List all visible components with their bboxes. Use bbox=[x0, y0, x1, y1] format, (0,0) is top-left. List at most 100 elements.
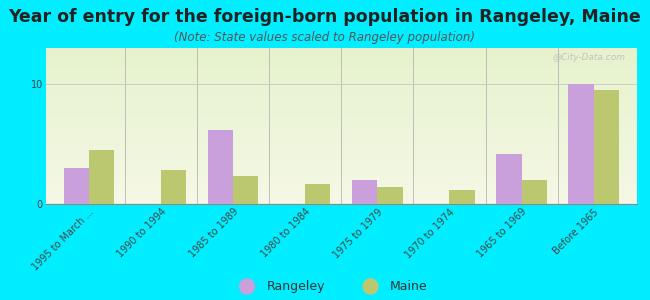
Bar bbox=[46, 57, 637, 59]
Bar bbox=[46, 81, 637, 82]
Bar bbox=[46, 120, 637, 121]
Bar bbox=[46, 128, 637, 129]
Bar bbox=[46, 96, 637, 98]
Bar bbox=[46, 142, 637, 143]
Bar bbox=[46, 131, 637, 132]
Bar bbox=[377, 187, 402, 204]
Bar bbox=[46, 113, 637, 115]
Bar bbox=[89, 150, 114, 204]
Bar bbox=[46, 165, 637, 166]
Bar bbox=[46, 171, 637, 173]
Bar bbox=[46, 62, 637, 64]
Bar bbox=[46, 199, 637, 201]
Bar bbox=[46, 196, 637, 198]
Bar bbox=[46, 78, 637, 79]
Bar bbox=[46, 68, 637, 70]
Bar bbox=[46, 101, 637, 103]
Bar bbox=[46, 85, 637, 87]
Bar bbox=[46, 162, 637, 164]
Bar bbox=[46, 100, 637, 101]
Bar bbox=[46, 190, 637, 191]
Bar bbox=[46, 143, 637, 145]
Bar bbox=[46, 126, 637, 128]
Bar bbox=[306, 184, 330, 204]
Bar bbox=[46, 110, 637, 112]
Bar bbox=[46, 149, 637, 151]
Bar bbox=[46, 174, 637, 176]
Bar bbox=[46, 173, 637, 174]
Bar bbox=[46, 157, 637, 159]
Bar bbox=[64, 168, 89, 204]
Bar bbox=[46, 156, 637, 157]
Bar bbox=[46, 56, 637, 57]
Bar bbox=[46, 193, 637, 195]
Bar bbox=[46, 160, 637, 162]
Bar bbox=[46, 121, 637, 123]
Bar bbox=[46, 137, 637, 139]
Bar bbox=[46, 154, 637, 156]
Bar bbox=[46, 170, 637, 171]
Bar bbox=[46, 167, 637, 168]
Bar bbox=[46, 115, 637, 117]
Bar bbox=[46, 50, 637, 51]
Bar bbox=[46, 74, 637, 76]
Bar bbox=[46, 71, 637, 73]
Bar bbox=[46, 124, 637, 126]
Bar bbox=[46, 87, 637, 88]
Bar bbox=[46, 92, 637, 93]
Bar bbox=[46, 59, 637, 61]
Text: Year of entry for the foreign-born population in Rangeley, Maine: Year of entry for the foreign-born popul… bbox=[8, 8, 642, 26]
Bar bbox=[46, 184, 637, 185]
Bar bbox=[46, 195, 637, 196]
Bar bbox=[46, 67, 637, 68]
Bar bbox=[46, 178, 637, 179]
Bar bbox=[46, 164, 637, 165]
Text: @City-Data.com: @City-Data.com bbox=[552, 53, 625, 62]
Bar bbox=[46, 132, 637, 134]
Bar bbox=[46, 148, 637, 149]
Bar bbox=[46, 70, 637, 71]
Bar bbox=[46, 51, 637, 53]
Bar bbox=[46, 117, 637, 118]
Bar bbox=[46, 168, 637, 170]
Bar bbox=[46, 179, 637, 181]
Bar bbox=[46, 82, 637, 84]
Bar bbox=[46, 182, 637, 184]
Bar bbox=[233, 176, 258, 204]
Bar bbox=[46, 54, 637, 56]
Bar bbox=[521, 180, 547, 204]
Bar bbox=[46, 123, 637, 124]
Bar bbox=[46, 176, 637, 178]
Bar bbox=[161, 170, 186, 204]
Bar bbox=[46, 90, 637, 92]
Bar bbox=[46, 48, 637, 50]
Bar bbox=[46, 76, 637, 78]
Bar bbox=[46, 95, 637, 96]
Bar bbox=[569, 84, 593, 204]
Bar bbox=[46, 202, 637, 204]
Bar bbox=[46, 198, 637, 199]
Bar bbox=[46, 140, 637, 142]
Bar bbox=[46, 181, 637, 182]
Bar bbox=[208, 130, 233, 204]
Bar bbox=[46, 104, 637, 106]
Bar bbox=[46, 187, 637, 188]
Bar bbox=[46, 65, 637, 67]
Bar bbox=[46, 112, 637, 113]
Bar bbox=[46, 53, 637, 54]
Bar bbox=[46, 152, 637, 154]
Text: Rangeley: Rangeley bbox=[266, 280, 325, 293]
Bar bbox=[46, 84, 637, 86]
Bar bbox=[46, 139, 637, 140]
Bar bbox=[46, 201, 637, 202]
Bar bbox=[46, 61, 637, 62]
Bar bbox=[46, 107, 637, 109]
Bar bbox=[449, 190, 474, 204]
Bar bbox=[46, 106, 637, 107]
Bar bbox=[46, 118, 637, 120]
Bar bbox=[46, 191, 637, 193]
Bar bbox=[46, 79, 637, 81]
Text: Maine: Maine bbox=[390, 280, 428, 293]
Bar bbox=[46, 159, 637, 160]
Text: (Note: State values scaled to Rangeley population): (Note: State values scaled to Rangeley p… bbox=[174, 32, 476, 44]
